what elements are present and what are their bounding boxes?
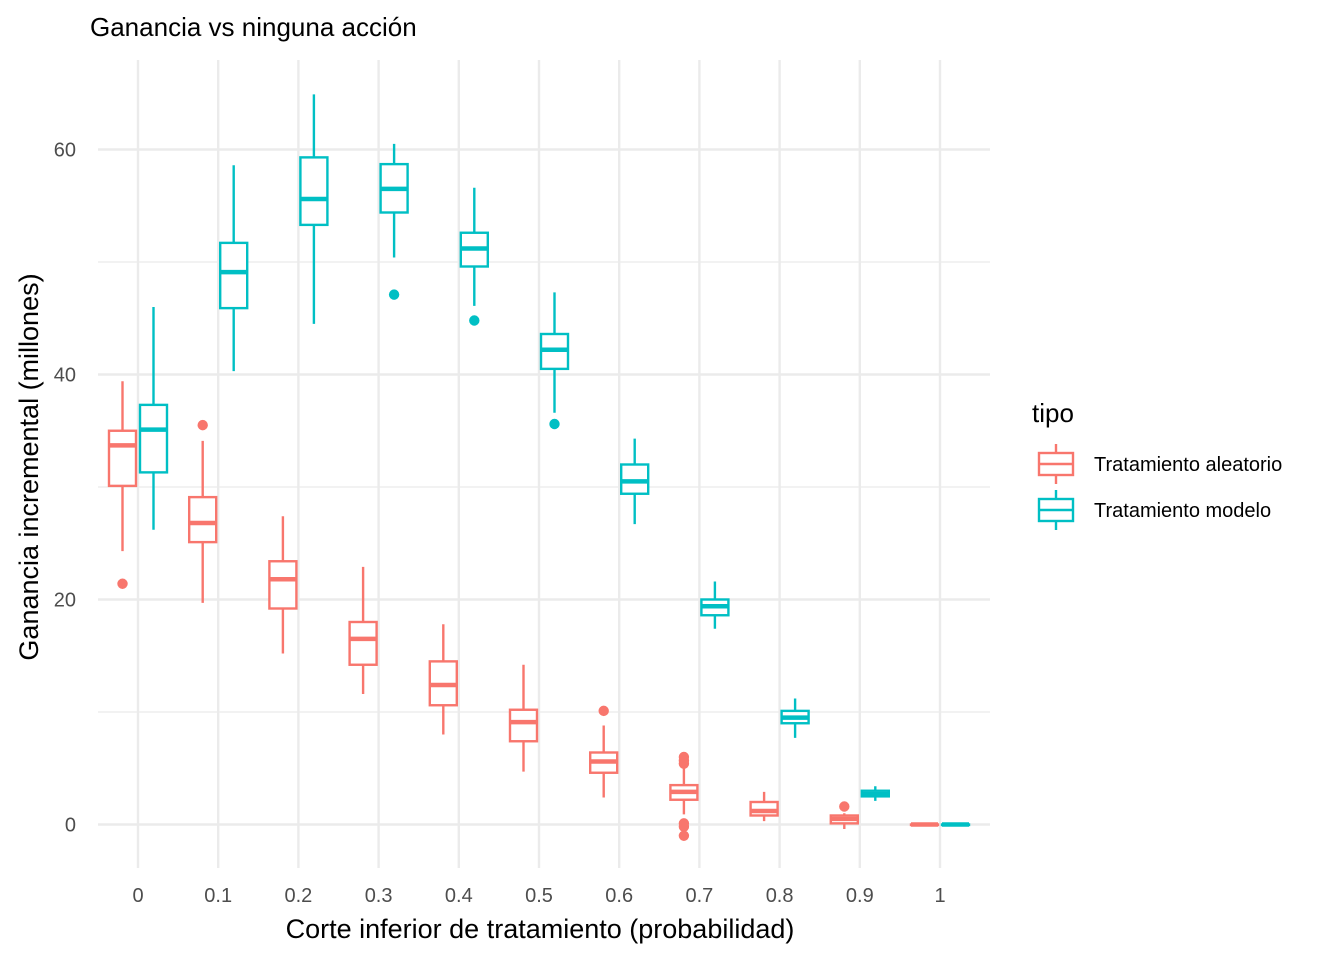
box-0.2: [299, 94, 329, 324]
box-0.6: [589, 705, 619, 798]
x-axis-tick-labels: 0 0.1 0.2 0.3 0.4 0.5 0.6 0.7 0.8 0.9 1: [132, 885, 945, 907]
box-0: [138, 307, 169, 530]
box-1: [909, 822, 940, 827]
outlier-point: [117, 578, 128, 589]
y-tick-label: 40: [54, 365, 76, 387]
box-0.9: [860, 786, 890, 801]
box-iqr: [218, 241, 249, 310]
outlier-point: [197, 419, 208, 431]
box-iqr: [187, 495, 218, 544]
box-0.7: [669, 751, 699, 841]
box-iqr: [348, 620, 378, 666]
legend-item-label: Tratamiento modelo: [1094, 500, 1271, 522]
box-0.4: [428, 624, 458, 735]
x-tick-label: 0.1: [204, 885, 232, 907]
legend: tipo Tratamiento aleatorio Tratamiento mo…: [1032, 398, 1282, 530]
legend-items: Tratamiento aleatorio Tratamiento modelo: [1037, 444, 1282, 530]
box-1: [940, 822, 971, 827]
box-iqr: [299, 156, 329, 227]
x-tick-label: 0.3: [365, 885, 393, 907]
box-iqr: [138, 403, 169, 474]
x-tick-label: 0.9: [846, 885, 874, 907]
series-layer: [107, 94, 971, 841]
box-0.4: [459, 187, 489, 326]
legend-item-aleatorio: Tratamiento aleatorio: [1037, 444, 1282, 484]
grid-lines: [98, 60, 990, 868]
y-tick-label: 0: [65, 815, 76, 837]
x-tick-label: 1: [934, 885, 945, 907]
legend-title: tipo: [1032, 398, 1074, 428]
x-tick-label: 0.5: [525, 885, 553, 907]
outlier-point: [549, 418, 560, 430]
box-0.7: [700, 581, 730, 629]
series-aleatorio: [107, 381, 940, 841]
box-0.3: [379, 143, 409, 300]
series-modelo: [138, 94, 971, 827]
box-0.1: [187, 419, 218, 603]
box-iqr: [508, 708, 539, 743]
box-0.5: [539, 292, 570, 430]
outlier-point: [678, 758, 690, 769]
box-0.3: [348, 566, 378, 694]
outlier-point: [598, 705, 609, 717]
box-0.1: [218, 165, 249, 372]
box-iqr: [107, 429, 138, 488]
box-0.8: [780, 698, 810, 738]
legend-item-label: Tratamiento aleatorio: [1094, 454, 1282, 476]
box-0.8: [749, 791, 779, 822]
outlier-point: [678, 821, 690, 832]
x-tick-label: 0: [132, 885, 143, 907]
outlier-point: [839, 801, 850, 812]
box-0.9: [829, 801, 859, 829]
x-tick-label: 0.8: [766, 885, 794, 907]
outlier-point: [469, 315, 480, 326]
x-tick-label: 0.7: [685, 885, 713, 907]
outlier-point: [388, 289, 400, 300]
chart-title: Ganancia vs ninguna acción: [90, 12, 417, 42]
x-tick-label: 0.2: [284, 885, 312, 907]
x-tick-label: 0.6: [605, 885, 633, 907]
y-axis-label: Ganancia incremental (millones): [14, 273, 44, 660]
legend-item-modelo: Tratamiento modelo: [1037, 490, 1271, 530]
box-0.5: [508, 664, 539, 772]
box-0.6: [620, 438, 650, 525]
x-axis-label: Corte inferior de tratamiento (probabili…: [286, 914, 795, 944]
box-0.2: [268, 516, 298, 654]
x-tick-label: 0.4: [445, 885, 473, 907]
y-tick-label: 60: [54, 140, 76, 162]
y-tick-label: 20: [54, 590, 76, 612]
box-iqr: [268, 560, 298, 610]
outlier-point: [678, 830, 690, 841]
box-0: [107, 381, 138, 589]
y-axis-tick-labels: 0 20 40 60: [54, 140, 76, 837]
